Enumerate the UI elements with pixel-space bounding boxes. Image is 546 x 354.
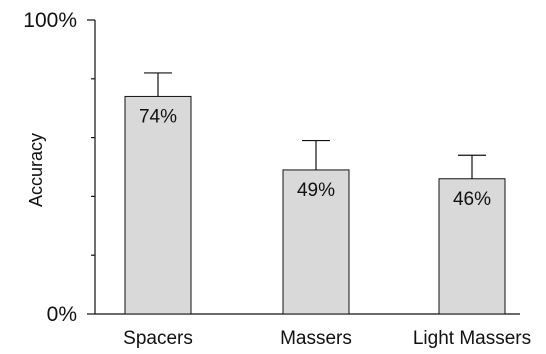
bar-0 (124, 95, 192, 315)
category-label-0: Spacers (123, 328, 193, 349)
y-tick-label-100: 100% (23, 9, 77, 32)
data-label-0: 74% (139, 106, 177, 127)
data-label-1: 49% (297, 180, 335, 201)
bar-2 (438, 178, 506, 315)
y-axis-label: Accuracy (26, 133, 46, 207)
category-label-2: Light Massers (413, 328, 531, 349)
bar-1 (282, 169, 350, 315)
data-label-2: 46% (453, 189, 491, 210)
category-label-1: Massers (280, 328, 352, 349)
y-tick-label-0: 0% (47, 303, 77, 326)
